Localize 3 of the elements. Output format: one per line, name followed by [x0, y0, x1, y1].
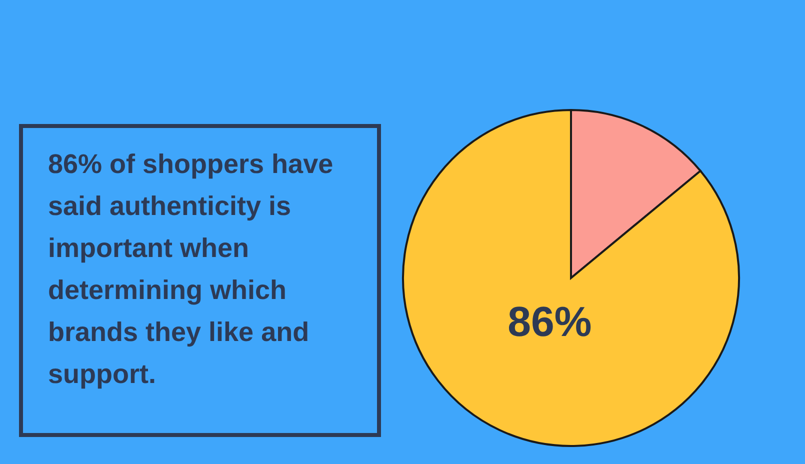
text: 86% of shoppers have said authenticity is important when determining which brands they like and support.	[48, 149, 334, 389]
data-label: 86%	[508, 298, 592, 346]
pie-slice	[402, 109, 740, 447]
